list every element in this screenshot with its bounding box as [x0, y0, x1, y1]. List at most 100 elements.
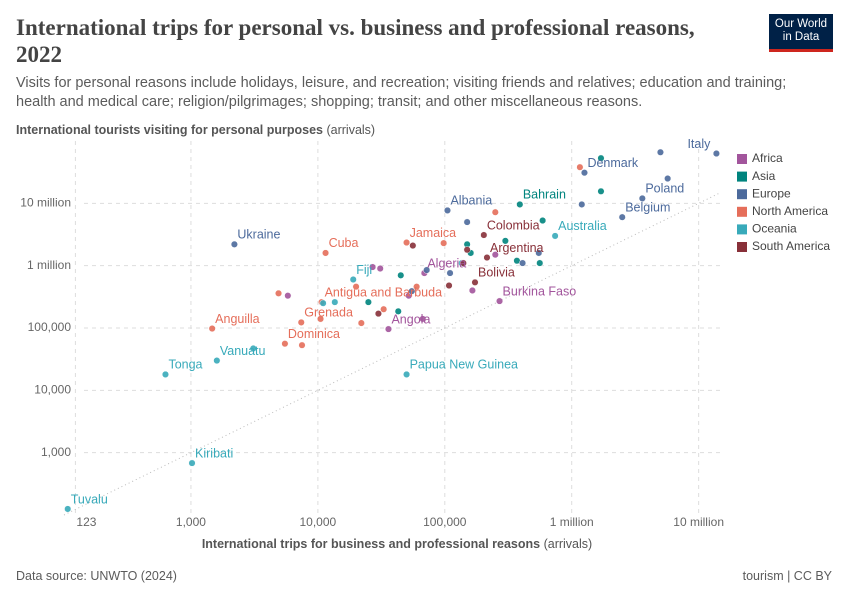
- y-tick-label: 1 million: [27, 258, 71, 272]
- point: [409, 242, 417, 250]
- chart-subtitle: Visits for personal reasons include holi…: [16, 75, 787, 110]
- point-label: Ukraine: [237, 228, 280, 242]
- point: [495, 297, 504, 305]
- point: [468, 286, 476, 295]
- point: [440, 239, 448, 247]
- point-labels: Burkina Faso Angola Algeria Bahrain Italy Den…: [71, 137, 711, 506]
- point: [516, 200, 524, 208]
- point: [539, 216, 547, 225]
- point: [463, 218, 471, 226]
- point: [446, 269, 454, 277]
- legend-label: Oceania: [752, 222, 797, 236]
- y-tick-label: 10 million: [20, 196, 71, 210]
- legend-label: Asia: [752, 169, 776, 183]
- license[interactable]: tourism | CC BY: [742, 569, 832, 583]
- point-label: Fiji: [356, 263, 372, 277]
- point: [471, 278, 479, 286]
- point: [376, 264, 384, 273]
- point-label: Bahrain: [523, 188, 566, 202]
- point: [380, 305, 388, 313]
- point-label: Angola: [391, 312, 430, 326]
- point: [274, 289, 283, 297]
- point: [249, 344, 257, 352]
- y-tick-label: 1,000: [41, 445, 71, 459]
- point: [322, 249, 330, 257]
- legend-swatch: [737, 206, 747, 217]
- point: [443, 206, 452, 214]
- point: [281, 340, 289, 348]
- point: [384, 325, 393, 333]
- legend-label: North America: [752, 204, 828, 218]
- point: [319, 299, 327, 307]
- point-label: Jamaica: [410, 226, 457, 240]
- point: [374, 310, 382, 318]
- x-axis-label: International trips for business and pro…: [202, 537, 592, 551]
- point-label: Tuvalu: [71, 492, 108, 506]
- point: [230, 240, 238, 248]
- point-label: Dominica: [288, 327, 340, 341]
- point: [403, 238, 411, 247]
- point: [419, 315, 427, 323]
- point-label: Vanuatu: [220, 344, 266, 358]
- x-axis-title: International trips for business and pro…: [202, 537, 540, 551]
- point: [364, 298, 372, 306]
- point: [445, 281, 453, 290]
- point: [638, 194, 646, 202]
- point: [349, 275, 357, 284]
- point: [213, 357, 221, 365]
- point-label: Argentina: [490, 241, 544, 255]
- legend-swatch: [737, 242, 747, 252]
- point: [423, 266, 431, 274]
- point: [463, 246, 471, 254]
- legend-label: Europe: [752, 186, 791, 200]
- legend-swatch: [737, 224, 747, 235]
- point-label: Albania: [450, 194, 492, 208]
- point: [352, 283, 360, 291]
- point: [480, 231, 488, 239]
- point: [597, 187, 605, 195]
- legend-swatch: [737, 154, 747, 164]
- point: [536, 259, 544, 267]
- point-label: Colombia: [487, 218, 540, 232]
- point: [208, 324, 216, 333]
- logo[interactable]: Our World in Data: [769, 14, 833, 52]
- y-axis-title: International tourists visiting for pers…: [16, 123, 323, 137]
- chart-title: International trips for personal vs. bus…: [16, 15, 695, 67]
- point-label: Australia: [558, 219, 607, 233]
- point: [397, 271, 405, 279]
- point: [284, 292, 292, 300]
- point: [491, 208, 499, 216]
- point: [501, 237, 509, 245]
- reference-line: [63, 191, 722, 516]
- point-label: Algeria: [427, 256, 466, 270]
- point-label: Denmark: [587, 156, 638, 170]
- point-label: Grenada: [304, 306, 353, 320]
- point: [331, 298, 339, 306]
- y-axis-units: (arrivals): [326, 123, 375, 137]
- point: [298, 341, 306, 349]
- point: [161, 370, 170, 378]
- point: [580, 169, 589, 177]
- legend-swatch: [737, 189, 747, 200]
- y-tick-label: 10,000: [34, 383, 71, 397]
- point-label: Antigua and Barbuda: [325, 285, 443, 299]
- point: [413, 283, 421, 291]
- point: [519, 259, 527, 267]
- point: [394, 307, 402, 315]
- point-label: Papua New Guinea: [410, 358, 518, 372]
- point: [618, 213, 626, 221]
- point-label: Kiribati: [195, 446, 233, 460]
- source: Data source: UNWTO (2024): [16, 569, 177, 583]
- point: [403, 370, 411, 378]
- point: [491, 251, 499, 259]
- point-label: Tonga: [168, 358, 202, 372]
- y-axis-label: International tourists visiting for pers…: [16, 123, 375, 137]
- point: [459, 259, 467, 267]
- point: [551, 232, 559, 240]
- point-label: Poland: [645, 182, 684, 196]
- logo-line: in Data: [782, 31, 820, 43]
- point: [656, 148, 664, 156]
- points: [64, 148, 720, 513]
